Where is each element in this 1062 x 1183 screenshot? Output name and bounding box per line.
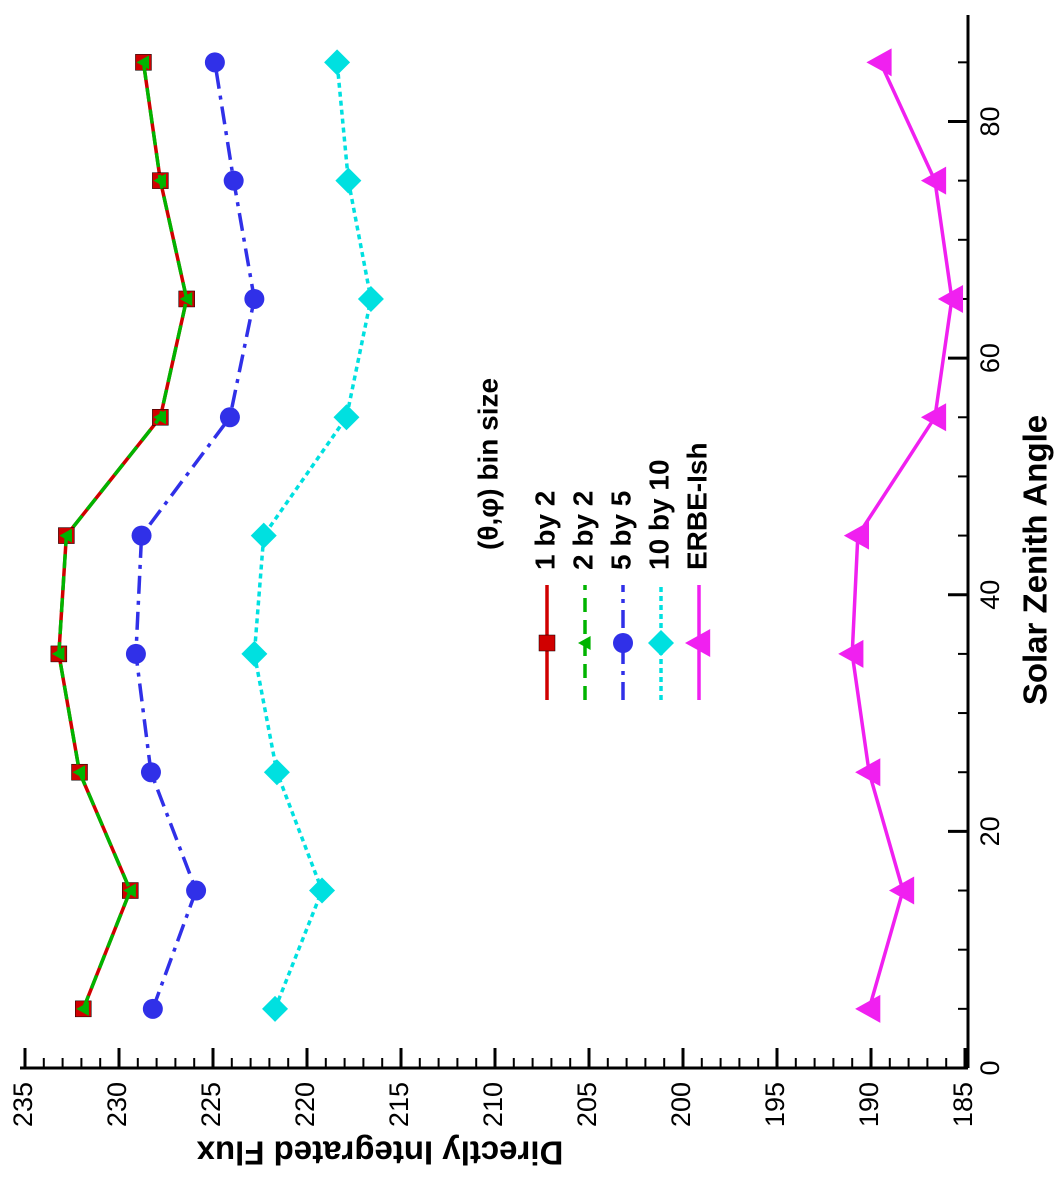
marker <box>204 52 225 73</box>
legend-marker <box>538 634 556 652</box>
marker <box>838 639 864 668</box>
legend-label: 5 by 5 <box>605 491 636 570</box>
x-tick-label: 40 <box>975 580 1005 610</box>
marker <box>59 528 72 543</box>
marker <box>888 876 915 905</box>
marker <box>72 765 86 780</box>
marker <box>250 522 277 549</box>
marker <box>76 1001 89 1016</box>
marker <box>937 284 964 313</box>
y-tick-label: 230 <box>102 1082 132 1127</box>
legend-label: 10 by 10 <box>643 459 674 570</box>
series-line <box>57 62 189 1010</box>
legend-marker <box>648 630 674 656</box>
marker <box>153 173 166 188</box>
series-line <box>252 62 373 1010</box>
y-tick-label: 235 <box>8 1082 38 1127</box>
marker <box>244 288 265 309</box>
legend-label: 2 by 2 <box>567 491 598 570</box>
y-tick-label: 225 <box>196 1082 226 1127</box>
series-line <box>134 62 257 1010</box>
marker <box>920 166 947 195</box>
y-tick-label: 215 <box>384 1082 414 1127</box>
y-tick-label: 210 <box>478 1082 508 1127</box>
marker <box>153 410 166 425</box>
marker <box>125 643 146 664</box>
x-tick-label: 80 <box>975 106 1005 136</box>
legend-marker <box>613 633 633 653</box>
y-axis-title: Directly Integrated Flux <box>196 1134 563 1171</box>
y-tick-label: 200 <box>666 1082 696 1127</box>
y-tick-label: 205 <box>572 1082 602 1127</box>
legend-marker <box>578 636 591 650</box>
marker <box>136 55 150 70</box>
y-tick-label: 190 <box>854 1082 884 1127</box>
marker <box>179 291 193 306</box>
marker <box>131 525 152 546</box>
marker <box>123 883 136 898</box>
y-tick-label: 220 <box>290 1082 320 1127</box>
legend-marker <box>685 629 711 657</box>
rotated-plot: 185 190 195 200 205 210 215 220 225 230 235 0 20 40 60… <box>8 15 1054 1171</box>
marker <box>219 407 240 428</box>
marker <box>142 998 163 1019</box>
marker <box>843 521 870 550</box>
legend-label: ERBE-Ish <box>681 442 712 570</box>
x-axis-title: Solar Zenith Angle <box>1017 415 1054 705</box>
marker <box>309 877 336 904</box>
x-tick-label: 20 <box>975 816 1005 846</box>
legend-title: (θ,φ) bin size <box>472 378 503 550</box>
marker <box>241 640 268 667</box>
marker <box>51 646 65 661</box>
marker <box>223 170 244 191</box>
y-tick-label: 195 <box>760 1082 790 1127</box>
legend-label: 1 by 2 <box>529 491 560 570</box>
x-tick-label: 0 <box>975 1060 1005 1075</box>
marker <box>335 167 362 194</box>
marker <box>263 759 290 786</box>
marker <box>357 285 384 312</box>
series-line <box>57 62 189 1010</box>
marker <box>855 758 881 787</box>
marker <box>920 403 947 432</box>
marker <box>333 404 360 431</box>
marker <box>855 994 881 1023</box>
marker <box>324 49 351 76</box>
marker <box>186 880 207 901</box>
x-tick-label: 60 <box>975 343 1005 373</box>
marker <box>262 995 289 1022</box>
marker <box>866 48 892 77</box>
marker <box>140 762 161 783</box>
y-tick-label: 185 <box>948 1082 978 1127</box>
